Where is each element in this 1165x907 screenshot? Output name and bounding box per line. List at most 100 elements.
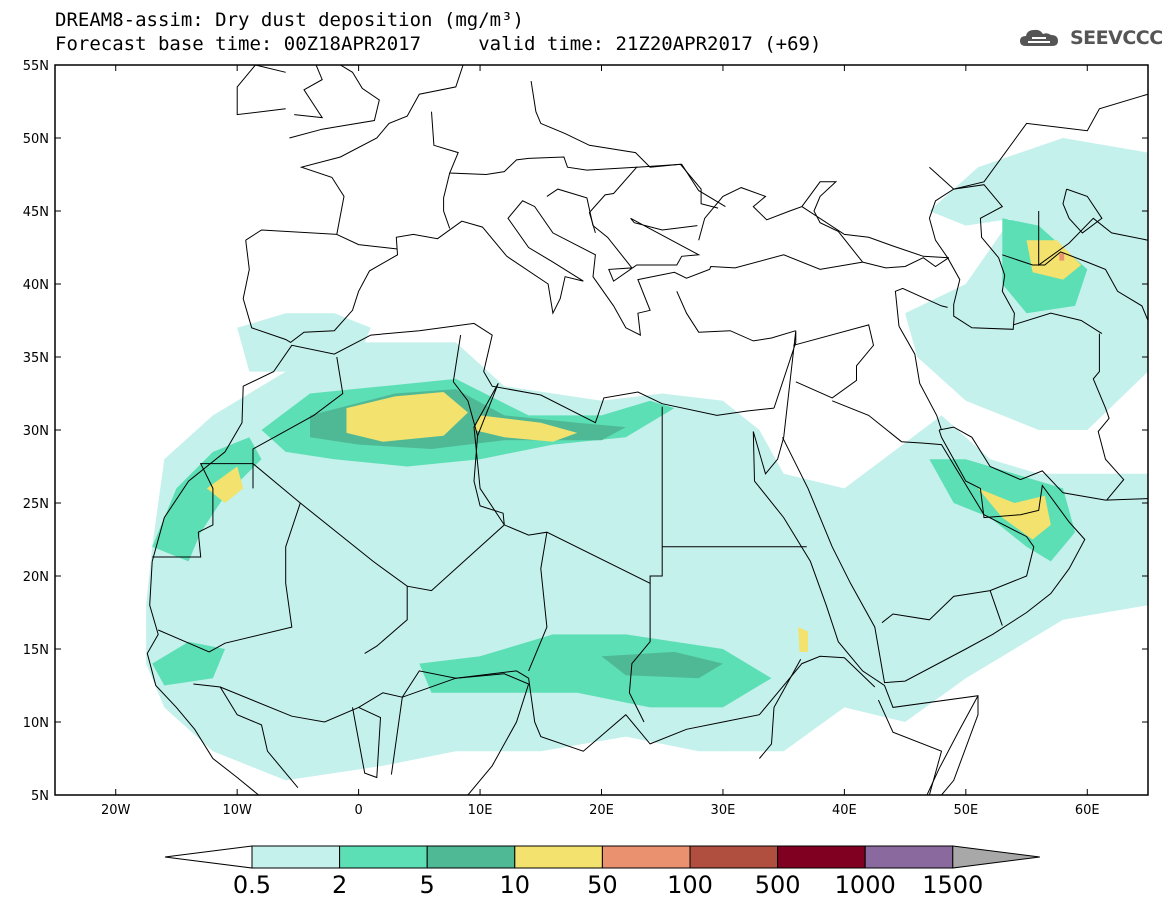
colorbar-extend-high: [952, 845, 1040, 869]
dust-region-west-sahara-yellow: [206, 466, 244, 503]
colorbar-swatch: [689, 845, 779, 869]
coast-uk: [289, 65, 380, 139]
colorbar: [164, 845, 1040, 869]
coast-africa-west: [146, 561, 260, 795]
dust-region-west-sahara-coast: [152, 437, 262, 562]
border-sahel-south: [220, 655, 876, 752]
colorbar-label: 50: [587, 871, 618, 899]
coast-somalia: [926, 695, 979, 795]
border-libya: [473, 383, 663, 585]
border-russia-kazakh: [929, 93, 1148, 190]
colorbar-labels: 0.5 2 5 10 50 100 500 1000 1500: [233, 871, 983, 899]
lon-label: 40E: [832, 803, 857, 818]
longitude-axis: 20W 10W 0 10E 20E 30E 40E 50E 60E: [101, 65, 1100, 818]
seevccc-logo: SEEVCCC: [1018, 26, 1163, 50]
border-russia-caucasus: [801, 206, 949, 259]
coast-arabia: [782, 429, 1086, 684]
border-france-spain: [336, 233, 398, 250]
cloud-icon: [1020, 29, 1058, 46]
lon-label: 20W: [101, 803, 131, 818]
coastlines-borders: [146, 65, 1148, 795]
border-mali-niger: [364, 586, 408, 654]
border-arabia: [832, 400, 1035, 624]
border-syria-iraq: [793, 324, 875, 399]
border-sudan-ethiopia: [759, 658, 802, 759]
coast-europe-west: [245, 65, 464, 241]
coast-africa-north: [151, 322, 775, 562]
border-turkey-georgia: [862, 257, 950, 269]
dust-region-aral-red-spot: [1059, 253, 1065, 261]
colorbar-label: 1500: [922, 871, 983, 899]
dust-region-aral-yellow: [1026, 240, 1082, 280]
colorbar-swatch: [601, 845, 691, 869]
border-iran-turkey: [894, 287, 948, 327]
dust-region-libya-yellow: [474, 415, 578, 442]
border-oman-yemen: [989, 590, 1003, 626]
border-ethiopia-somalia: [877, 699, 943, 795]
border-chad-sudan: [628, 583, 651, 723]
lat-label: 5N: [31, 789, 49, 804]
coast-iran-gulf: [939, 426, 1148, 501]
lat-label: 45N: [23, 205, 49, 220]
dust-region-caspian-north: [929, 138, 1148, 226]
coast-europe-south: [242, 200, 863, 344]
colorbar-swatch: [251, 845, 341, 869]
colorbar-swatch: [514, 845, 603, 869]
border-iraq-iran: [898, 326, 942, 431]
border-turkmen-uzbek: [1002, 251, 1148, 321]
lat-label: 25N: [23, 497, 49, 512]
lat-label: 30N: [23, 424, 49, 439]
colorbar-label: 5: [420, 871, 435, 899]
lon-label: 60E: [1075, 803, 1100, 818]
lon-label: 30E: [711, 803, 736, 818]
map-subtitle: Forecast base time: 00Z18APR2017 valid t…: [55, 33, 822, 55]
colorbar-swatch: [426, 845, 516, 869]
coast-levant-redsea: [752, 330, 979, 795]
border-kazakh-uzbek: [1038, 211, 1148, 266]
dust-deposition-shading: [146, 138, 1148, 781]
colorbar-extend-low: [164, 845, 253, 869]
colorbar-label: 2: [332, 871, 347, 899]
coast-ireland-wales: [294, 65, 324, 119]
lat-label: 15N: [23, 643, 49, 658]
lat-label: 55N: [23, 59, 49, 74]
lon-label: 50E: [953, 803, 978, 818]
coast-black-sea-north: [698, 181, 863, 263]
border-chad-niger: [528, 532, 548, 672]
border-europe-central: [431, 111, 638, 234]
dust-region-algeria-yellow: [346, 392, 468, 442]
border-guinea: [193, 683, 299, 789]
border-algeria-mali-niger: [299, 335, 505, 592]
border-romania-ukraine: [636, 163, 726, 208]
border-france-italy: [443, 172, 451, 229]
coast-anatolia-south: [676, 291, 796, 342]
colorbar-label: 10: [500, 871, 531, 899]
border-w-sahara: [152, 463, 253, 558]
border-nigeria: [390, 673, 530, 795]
dust-region-sudan-dark: [601, 651, 723, 679]
coast-aral: [1062, 188, 1103, 234]
colorbar-label: 0.5: [233, 871, 271, 899]
border-turkmen-iran: [1013, 312, 1103, 335]
colorbar-swatch: [864, 845, 954, 869]
colorbar-swatch: [339, 845, 428, 869]
colorbar-label: 500: [755, 871, 801, 899]
lon-label: 10W: [222, 803, 252, 818]
lon-label: 0: [354, 803, 362, 818]
colorbar-label: 1000: [835, 871, 896, 899]
logo-text: SEEVCCC: [1070, 27, 1163, 49]
lat-label: 20N: [23, 570, 49, 585]
border-europe-east: [530, 81, 719, 209]
border-balkans: [546, 188, 701, 282]
lon-label: 10E: [468, 803, 493, 818]
colorbar-swatch: [777, 845, 866, 869]
colorbar-label: 100: [667, 871, 713, 899]
border-mauritania: [158, 463, 301, 653]
lat-label: 10N: [23, 716, 49, 731]
border-algeria-morocco: [252, 356, 344, 489]
coast-caspian: [928, 184, 1015, 330]
dust-region-sahel-east: [419, 634, 772, 708]
dust-region-gulf-yellow: [978, 488, 1051, 540]
border-iran-afghan: [1092, 333, 1125, 501]
